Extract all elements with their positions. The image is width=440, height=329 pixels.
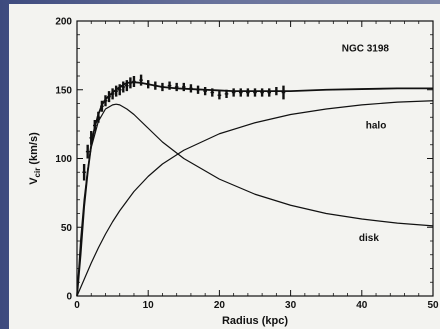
x-tick-label: 10 (143, 300, 155, 311)
y-tick-label: 200 (55, 17, 72, 28)
series-layer (76, 81, 434, 297)
x-tick-label: 30 (285, 300, 297, 311)
y-axis-label-main: V (28, 177, 40, 185)
x-tick-label: 0 (74, 300, 80, 311)
annotation-halo: halo (366, 120, 387, 131)
y-tick-label: 0 (66, 292, 72, 303)
plot-frame (76, 20, 434, 297)
data-points-layer (82, 74, 286, 181)
y-axis-label-sub: cir (33, 168, 42, 178)
y-axis-label-unit: (km/s) (28, 132, 40, 165)
annotation-disk: disk (359, 233, 379, 244)
chart-title: NGC 3198 (342, 44, 390, 55)
series-total-line (76, 81, 433, 297)
series-halo-line (76, 100, 434, 297)
x-axis-label: Radius (kpc) (222, 315, 288, 327)
x-tick-label: 50 (427, 300, 439, 311)
series-disk-line (76, 103, 434, 297)
y-tick-label: 150 (55, 85, 72, 96)
figure-panel (9, 4, 440, 329)
axis-ticks: 0 10 20 30 40 50 0 50 100 150 200 (55, 17, 439, 312)
y-tick-label: 100 (55, 154, 72, 165)
y-axis-label: Vcir (km/s) (28, 132, 42, 185)
y-tick-label: 50 (61, 223, 73, 234)
x-tick-label: 20 (214, 300, 226, 311)
text-layer: NGC 3198 Radius (kpc) Vcir (km/s) halo dis… (28, 44, 389, 328)
plot-border (76, 20, 434, 297)
x-tick-label: 40 (356, 300, 368, 311)
